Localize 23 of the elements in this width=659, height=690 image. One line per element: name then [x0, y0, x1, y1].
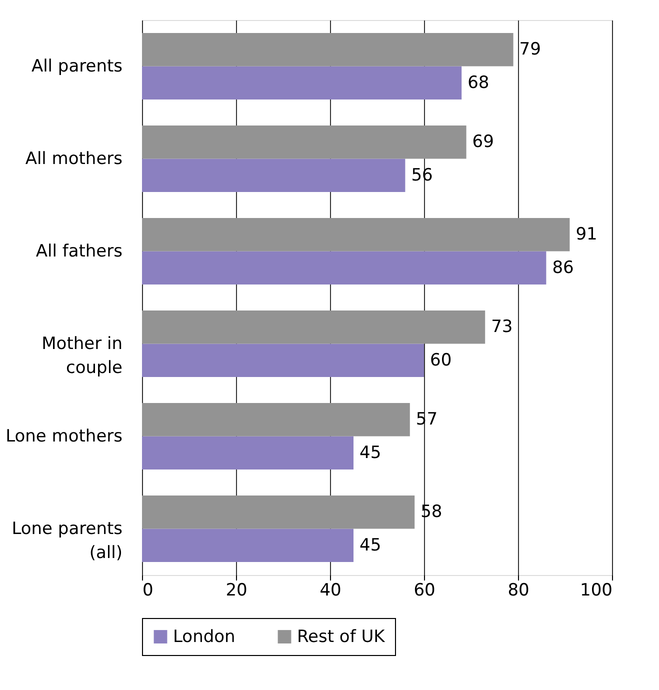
data-label: 91: [576, 224, 598, 245]
y-tick-label: Lone mothers: [6, 426, 123, 446]
data-label: 86: [552, 258, 574, 278]
data-label: 60: [430, 350, 452, 370]
x-tick-label: 80: [508, 580, 530, 600]
data-label: 73: [491, 317, 513, 338]
data-label: 69: [472, 132, 494, 152]
legend-label: London: [173, 626, 236, 647]
data-label: 45: [360, 442, 382, 463]
legend-label: Rest of UK: [297, 626, 386, 647]
data-label: 68: [468, 72, 490, 93]
data-label: 45: [360, 535, 382, 556]
data-label: 79: [519, 40, 541, 60]
y-tick-label: All mothers: [25, 148, 123, 169]
x-tick-label: 40: [320, 580, 342, 600]
y-tick-label: All parents: [31, 56, 123, 76]
y-tick-label: All fathers: [36, 241, 123, 262]
x-tick-label: 0: [142, 580, 154, 600]
y-tick-label: Lone parents (all): [12, 518, 123, 563]
y-tick-label: Mother in couple: [42, 334, 122, 378]
x-tick-label: 100: [580, 580, 612, 600]
x-tick-label: 20: [226, 580, 248, 600]
x-tick-label: 60: [414, 580, 436, 600]
